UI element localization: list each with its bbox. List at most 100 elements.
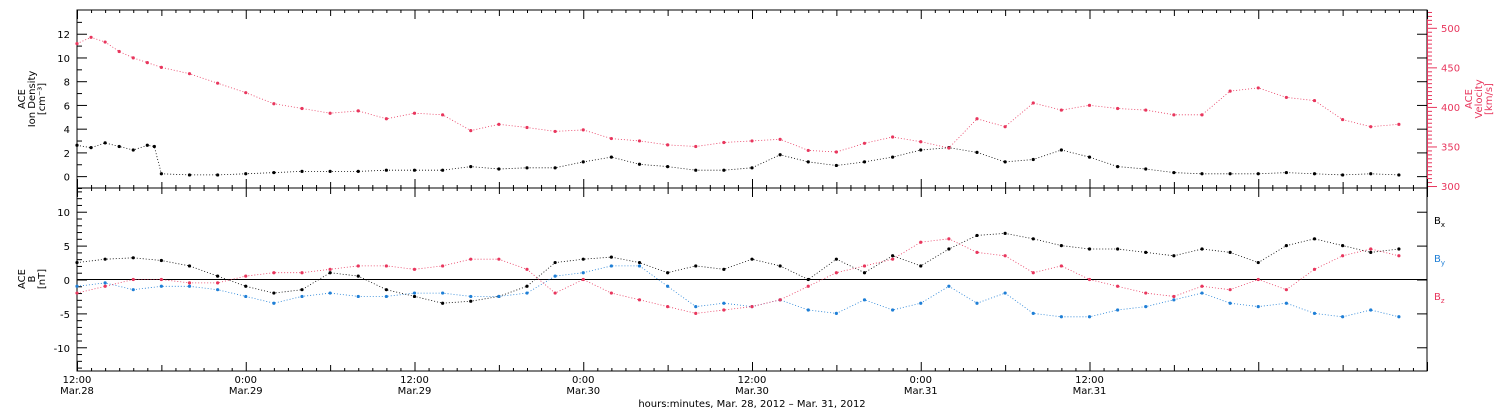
- density-point: [919, 148, 923, 152]
- top-ylabel-line2: Ion Density: [27, 71, 38, 128]
- by-point: [525, 291, 529, 295]
- by-point: [412, 291, 417, 295]
- density-point: [441, 168, 445, 172]
- density-point: [1172, 170, 1176, 175]
- density-point: [152, 144, 156, 149]
- velocity-point: [1256, 86, 1260, 90]
- velocity-point: [1144, 108, 1148, 112]
- bx-point: [862, 271, 867, 275]
- velocity-point: [145, 61, 149, 65]
- velocity-point: [1369, 125, 1373, 129]
- top-ylabel-line3: [cm⁻³]: [37, 83, 48, 115]
- bx-point: [722, 267, 726, 271]
- bx-point: [1312, 237, 1317, 241]
- by-point: [1341, 315, 1345, 319]
- bz-point: [553, 291, 557, 295]
- x-tick-label-time: 12:00: [63, 375, 92, 386]
- bx-point: [609, 255, 613, 259]
- bx-point: [300, 288, 304, 292]
- bz-point: [356, 264, 360, 268]
- x-axis-label: hours:minutes, Mar. 28, 2012 – Mar. 31, …: [638, 399, 865, 410]
- by-point: [103, 281, 107, 285]
- bx-point: [103, 257, 107, 261]
- x-tick-label-date: Mar.31: [904, 386, 938, 397]
- top-ylabel-line1: ACE: [17, 89, 28, 109]
- bx-point: [1369, 250, 1373, 254]
- velocity-point-trace: [76, 36, 1399, 153]
- velocity-point: [75, 42, 79, 46]
- bx-point: [637, 260, 642, 265]
- bx-point: [919, 264, 923, 268]
- bz-point: [666, 305, 670, 309]
- density-point-trace: [76, 142, 1399, 176]
- velocity-point: [834, 150, 838, 154]
- velocity-point: [441, 113, 445, 117]
- by-point: [187, 284, 192, 288]
- x-tick-label-time: 12:00: [1075, 375, 1104, 386]
- legend-bz-sub: z: [1441, 297, 1445, 305]
- bx-point: [581, 257, 585, 261]
- velocity-point: [356, 109, 360, 113]
- by-point: [441, 291, 445, 295]
- by-point: [1200, 291, 1204, 295]
- top-ylabel-right-line3: [km/s]: [1484, 83, 1495, 115]
- by-point: [1144, 305, 1148, 309]
- density-point: [89, 146, 93, 150]
- by-point: [553, 274, 557, 278]
- bz-point: [1369, 247, 1373, 251]
- bz-point: [581, 277, 585, 282]
- velocity-point: [750, 139, 754, 143]
- velocity-point: [1116, 106, 1120, 111]
- velocity-point: [412, 111, 417, 115]
- legend-bx-main: B: [1434, 216, 1441, 227]
- bx-point: [131, 256, 135, 260]
- top-panel-frame: [76, 9, 1428, 189]
- x-tick-label-date: Mar.30: [566, 386, 600, 397]
- density-point: [666, 165, 670, 169]
- bx-point: [1031, 237, 1035, 241]
- bz-point: [216, 281, 220, 285]
- density-point: [1256, 172, 1260, 176]
- bz-point-trace: [76, 238, 1399, 314]
- right-y-tick-label: 400: [1441, 103, 1460, 114]
- velocity-point: [1003, 125, 1007, 129]
- legend-bz: Bz: [1434, 292, 1445, 305]
- bx-point: [272, 291, 276, 295]
- bz-point: [834, 271, 838, 275]
- density-point: [187, 173, 192, 177]
- bottom-y-tick-label: 5: [64, 242, 70, 253]
- bz-point: [300, 271, 304, 275]
- legend-by: By: [1434, 254, 1445, 267]
- bz-point: [1003, 254, 1007, 258]
- top-y-tick-label: 10: [57, 54, 70, 65]
- bz-point: [778, 298, 782, 302]
- by-point: [862, 298, 867, 302]
- bz-point: [412, 267, 417, 271]
- top-y-tick-label: 2: [64, 149, 70, 160]
- bz-point: [750, 305, 754, 309]
- right-y-tick-label: 300: [1441, 182, 1460, 193]
- by-point: [806, 308, 810, 312]
- by-point: [244, 294, 248, 299]
- x-tick-label-date: Mar.29: [229, 386, 263, 397]
- velocity-point: [553, 129, 557, 134]
- velocity-point: [862, 141, 867, 145]
- density-point: [412, 168, 417, 172]
- density-point: [1087, 155, 1092, 159]
- bz-point: [722, 308, 726, 312]
- density-point: [975, 150, 979, 154]
- bx-point: [891, 254, 895, 258]
- legend-by-main: B: [1434, 254, 1441, 265]
- x-tick-label-time: 0:00: [910, 375, 932, 386]
- by-point: [891, 308, 895, 312]
- velocity-point: [117, 49, 121, 54]
- bottom-ylabel-line1: ACE: [17, 269, 28, 289]
- bottom-ylabel-line3: [nT]: [37, 269, 48, 289]
- ion-density-velocity-panel: 0 2 4 6 8 10 12 300 350 400 450 500 ACE Ion Densit…: [17, 9, 1495, 193]
- by-point: [1116, 308, 1120, 312]
- magnetic-field-panel: -10 -5 0 5 10 ACE B [nT] Bx By Bz: [17, 187, 1445, 372]
- velocity-point: [1031, 101, 1035, 105]
- bz-point: [469, 257, 473, 261]
- x-tick-label-time: 12:00: [400, 375, 429, 386]
- bx-point: [666, 271, 670, 275]
